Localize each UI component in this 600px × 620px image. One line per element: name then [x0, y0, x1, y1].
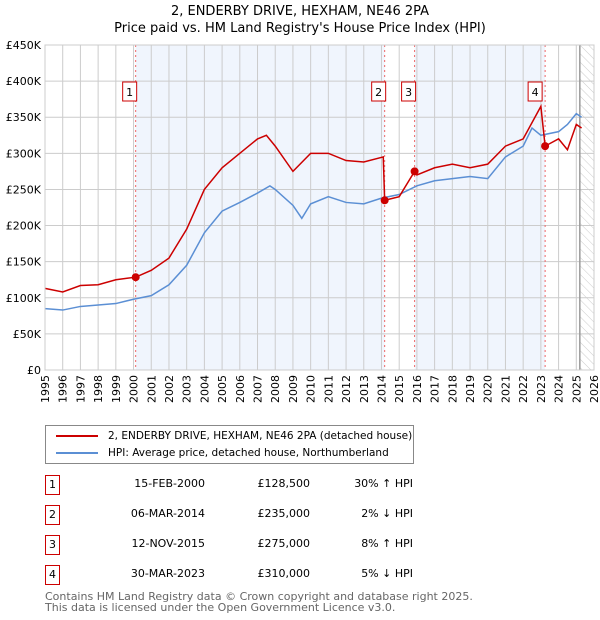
- sale-badge: [527, 81, 543, 102]
- y-tick-label: £350K: [6, 111, 42, 124]
- sale-price: £235,000: [257, 507, 311, 520]
- x-tick-label: 2014: [375, 375, 388, 403]
- sale-price: £128,500: [257, 477, 311, 490]
- sale-point: [541, 142, 550, 151]
- sale-row: 2 06-MAR-2014 £235,000 2% ↓ HPI: [45, 505, 445, 525]
- x-tick-label: 2022: [517, 375, 530, 403]
- x-tick-label: 2000: [128, 375, 141, 403]
- y-tick-label: £0: [27, 364, 41, 377]
- x-tick-label: 2010: [305, 375, 318, 403]
- x-tick-label: 2019: [464, 375, 477, 403]
- legend-item-property: 2, ENDERBY DRIVE, HEXHAM, NE46 2PA (deta…: [56, 430, 412, 442]
- x-tick-label: 2007: [252, 375, 265, 403]
- sale-badge-label: 2: [375, 86, 382, 99]
- x-tick-label: 2005: [216, 375, 229, 403]
- sale-row: 1 15-FEB-2000 £128,500 30% ↑ HPI: [45, 475, 445, 495]
- x-tick-label: 1998: [92, 375, 105, 403]
- x-tick-label: 2023: [535, 375, 548, 403]
- sale-number: 1: [45, 475, 60, 495]
- sale-date: 15-FEB-2000: [134, 477, 205, 490]
- chart-subtitle: Price paid vs. HM Land Registry's House …: [114, 21, 486, 36]
- plot-area: 1995 1996 1997 1998 1999 2000 2001 2002 2003 2004…: [6, 39, 600, 403]
- y-tick-label: £200K: [6, 220, 42, 233]
- x-tick-label: 2018: [446, 375, 459, 403]
- sale-date: 30-MAR-2023: [130, 567, 205, 580]
- x-tick-label: 2002: [163, 375, 176, 403]
- x-tick-label: 2008: [269, 375, 282, 403]
- x-tick-label: 2025: [570, 375, 583, 403]
- x-tick-label: 2013: [358, 375, 371, 403]
- hpi-line: [44, 112, 583, 311]
- x-tick-label: 2020: [482, 375, 495, 403]
- sale-hpi-diff: 8% ↑ HPI: [361, 537, 413, 550]
- sale-badge: [371, 81, 387, 102]
- sale-number: 4: [45, 565, 60, 585]
- x-tick-label: 2026: [588, 375, 600, 403]
- y-tick-label: £150K: [6, 256, 42, 269]
- x-tick-label: 1999: [110, 375, 123, 403]
- ownership-shade: [135, 45, 385, 370]
- sale-badge-label: 4: [532, 86, 539, 99]
- x-tick-label: 2015: [393, 375, 406, 403]
- sale-date: 06-MAR-2014: [130, 507, 205, 520]
- legend-item-hpi: HPI: Average price, detached house, Nort…: [56, 447, 389, 459]
- y-tick-label: £450K: [6, 39, 42, 52]
- x-tick-label: 2001: [145, 375, 158, 403]
- y-tick-label: £50K: [13, 328, 42, 341]
- price-paid-line: [44, 103, 583, 293]
- future-hatch: [579, 45, 594, 370]
- x-tick-label: 2006: [234, 375, 247, 403]
- x-tick-label: 2012: [340, 375, 353, 403]
- x-tick-label: 2009: [287, 375, 300, 403]
- sale-badge: [122, 81, 138, 102]
- plot-border: [44, 44, 595, 371]
- x-tick-label: 2024: [553, 375, 566, 403]
- sale-row: 4 30-MAR-2023 £310,000 5% ↓ HPI: [45, 565, 445, 585]
- sale-point: [131, 273, 140, 282]
- sale-point: [410, 167, 419, 176]
- sale-hpi-diff: 5% ↓ HPI: [361, 567, 413, 580]
- x-tick-label: 2003: [181, 375, 194, 403]
- sale-badge: [401, 81, 417, 102]
- sale-price: £275,000: [257, 537, 311, 550]
- legend-label: 2, ENDERBY DRIVE, HEXHAM, NE46 2PA (deta…: [108, 430, 413, 442]
- sale-badge-label: 3: [405, 86, 412, 99]
- y-tick-label: £250K: [6, 183, 42, 196]
- y-tick-label: £100K: [6, 292, 42, 305]
- footer-line-1: Contains HM Land Registry data © Crown c…: [45, 590, 473, 603]
- sale-hpi-diff: 30% ↑ HPI: [354, 477, 413, 490]
- sale-row: 3 12-NOV-2015 £275,000 8% ↑ HPI: [45, 535, 445, 555]
- sale-point: [380, 196, 389, 205]
- x-tick-label: 2017: [429, 375, 442, 403]
- legend: 2, ENDERBY DRIVE, HEXHAM, NE46 2PA (deta…: [45, 425, 414, 464]
- x-tick-label: 2021: [499, 375, 512, 403]
- legend-label: HPI: Average price, detached house, Nort…: [108, 447, 389, 459]
- sale-date: 12-NOV-2015: [131, 537, 205, 550]
- x-tick-label: 2004: [198, 375, 211, 403]
- footer-line-2: This data is licensed under the Open Gov…: [45, 601, 396, 614]
- chart-title: 2, ENDERBY DRIVE, HEXHAM, NE46 2PA: [170, 4, 430, 19]
- y-tick-label: £400K: [6, 75, 42, 88]
- x-tick-label: 1995: [39, 375, 52, 403]
- sale-number: 3: [45, 535, 60, 555]
- x-tick-label: 2011: [322, 375, 335, 403]
- sale-badge-label: 1: [126, 86, 133, 99]
- x-tick-label: 2016: [411, 375, 424, 403]
- x-tick-label: 1996: [57, 375, 70, 403]
- y-tick-label: £300K: [6, 147, 42, 160]
- sale-price: £310,000: [257, 567, 311, 580]
- sale-number: 2: [45, 505, 60, 525]
- sale-hpi-diff: 2% ↓ HPI: [361, 507, 413, 520]
- x-tick-label: 1997: [74, 375, 87, 403]
